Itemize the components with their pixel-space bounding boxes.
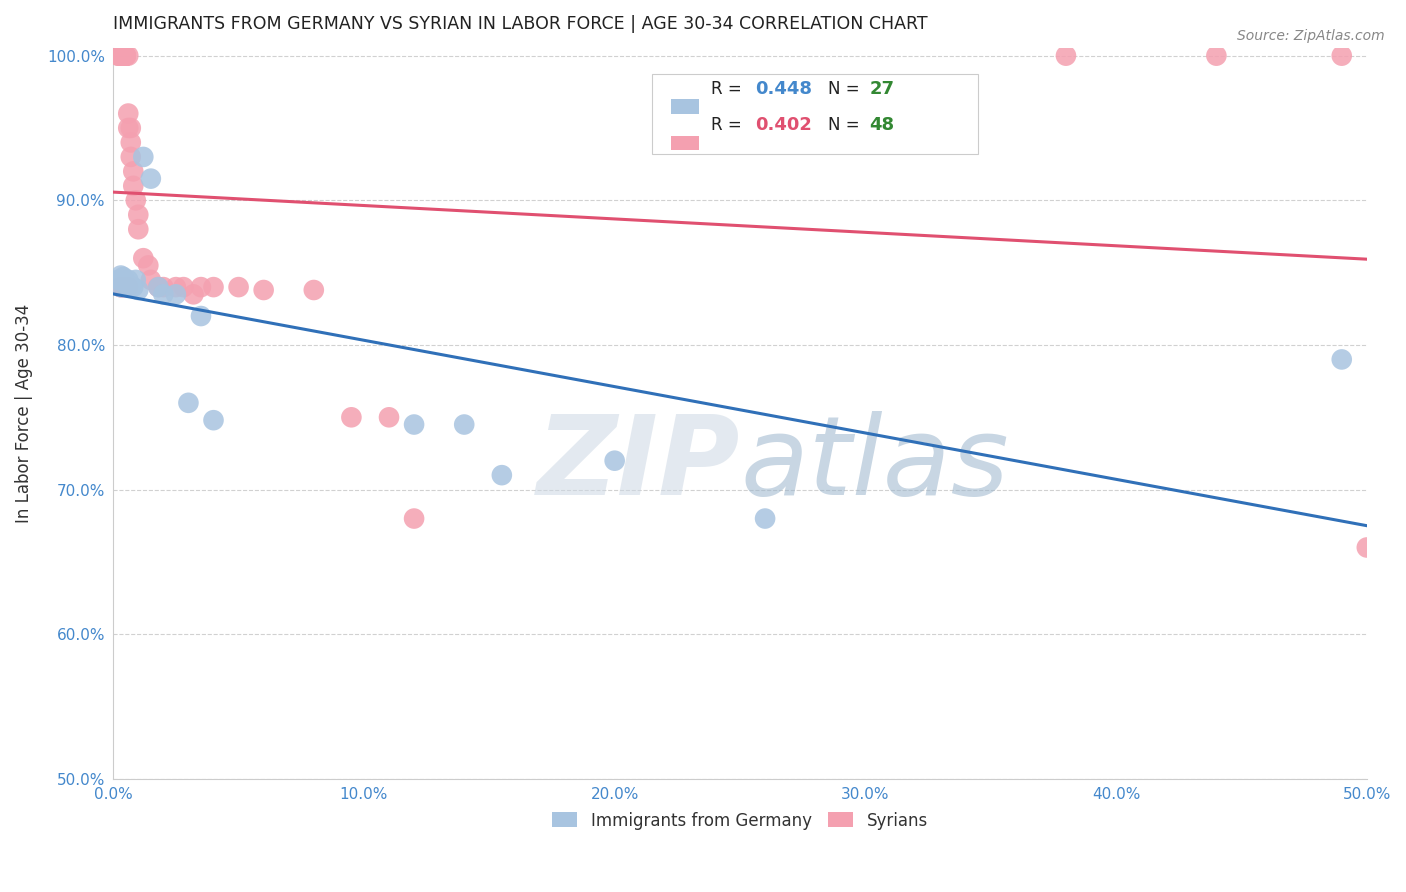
Point — [107, 48, 129, 62]
Point — [165, 287, 187, 301]
Point — [110, 280, 132, 294]
Point — [122, 178, 145, 193]
Point — [110, 268, 132, 283]
Point — [139, 171, 162, 186]
Point — [112, 48, 135, 62]
Point — [112, 48, 135, 62]
Point — [114, 48, 136, 62]
Point — [172, 280, 194, 294]
Point — [107, 273, 129, 287]
Point — [110, 48, 132, 62]
Point — [120, 120, 142, 135]
Text: atlas: atlas — [740, 411, 1008, 518]
Point — [117, 120, 139, 135]
Point — [1205, 48, 1227, 62]
Point — [1054, 48, 1077, 62]
Text: 0.402: 0.402 — [755, 116, 811, 134]
Point — [404, 511, 426, 525]
Point — [148, 280, 170, 294]
Point — [453, 417, 475, 432]
Point — [132, 150, 155, 164]
Point — [120, 280, 142, 294]
Text: IMMIGRANTS FROM GERMANY VS SYRIAN IN LABOR FORCE | AGE 30-34 CORRELATION CHART: IMMIGRANTS FROM GERMANY VS SYRIAN IN LAB… — [114, 15, 928, 33]
Point — [114, 274, 136, 288]
Point — [202, 280, 225, 294]
Point — [114, 48, 136, 62]
Point — [112, 280, 135, 294]
Point — [139, 273, 162, 287]
Point — [152, 287, 174, 301]
Point — [202, 413, 225, 427]
Point — [117, 48, 139, 62]
Text: ZIP: ZIP — [537, 411, 740, 518]
Text: N =: N = — [828, 79, 865, 97]
Point — [110, 280, 132, 294]
Point — [117, 280, 139, 294]
Text: 0.448: 0.448 — [755, 79, 813, 97]
Text: 27: 27 — [869, 79, 894, 97]
Bar — [671, 99, 699, 114]
Point — [228, 280, 250, 294]
Point — [177, 396, 200, 410]
Point — [148, 280, 170, 294]
Point — [114, 280, 136, 294]
Point — [190, 309, 212, 323]
Point — [127, 283, 149, 297]
Text: N =: N = — [828, 116, 865, 134]
Bar — [671, 136, 699, 151]
Point — [110, 48, 132, 62]
Point — [122, 280, 145, 294]
Point — [114, 48, 136, 62]
Point — [125, 273, 148, 287]
Point — [152, 280, 174, 294]
Point — [117, 273, 139, 287]
Point — [127, 208, 149, 222]
Point — [114, 277, 136, 292]
Point — [136, 259, 159, 273]
FancyBboxPatch shape — [652, 74, 979, 154]
Point — [107, 48, 129, 62]
Point — [112, 276, 135, 290]
Point — [110, 280, 132, 294]
Point — [112, 48, 135, 62]
Point — [1330, 48, 1353, 62]
Point — [754, 511, 776, 525]
Point — [122, 164, 145, 178]
Point — [404, 417, 426, 432]
Point — [302, 283, 325, 297]
Point — [120, 150, 142, 164]
Point — [183, 287, 205, 301]
Point — [117, 106, 139, 120]
Point — [117, 280, 139, 294]
Point — [127, 222, 149, 236]
Point — [190, 280, 212, 294]
Point — [110, 48, 132, 62]
Point — [491, 468, 513, 483]
Text: Source: ZipAtlas.com: Source: ZipAtlas.com — [1237, 29, 1385, 43]
Point — [603, 453, 626, 467]
Point — [340, 410, 363, 425]
Point — [165, 280, 187, 294]
Text: 48: 48 — [869, 116, 894, 134]
Point — [253, 283, 276, 297]
Text: R =: R = — [711, 79, 747, 97]
Point — [125, 194, 148, 208]
Point — [120, 136, 142, 150]
Text: R =: R = — [711, 116, 747, 134]
Point — [1330, 352, 1353, 367]
Point — [132, 251, 155, 265]
Point — [1355, 541, 1378, 555]
Point — [114, 48, 136, 62]
Point — [112, 270, 135, 285]
Point — [378, 410, 401, 425]
Y-axis label: In Labor Force | Age 30-34: In Labor Force | Age 30-34 — [15, 304, 32, 524]
Legend: Immigrants from Germany, Syrians: Immigrants from Germany, Syrians — [546, 805, 935, 837]
